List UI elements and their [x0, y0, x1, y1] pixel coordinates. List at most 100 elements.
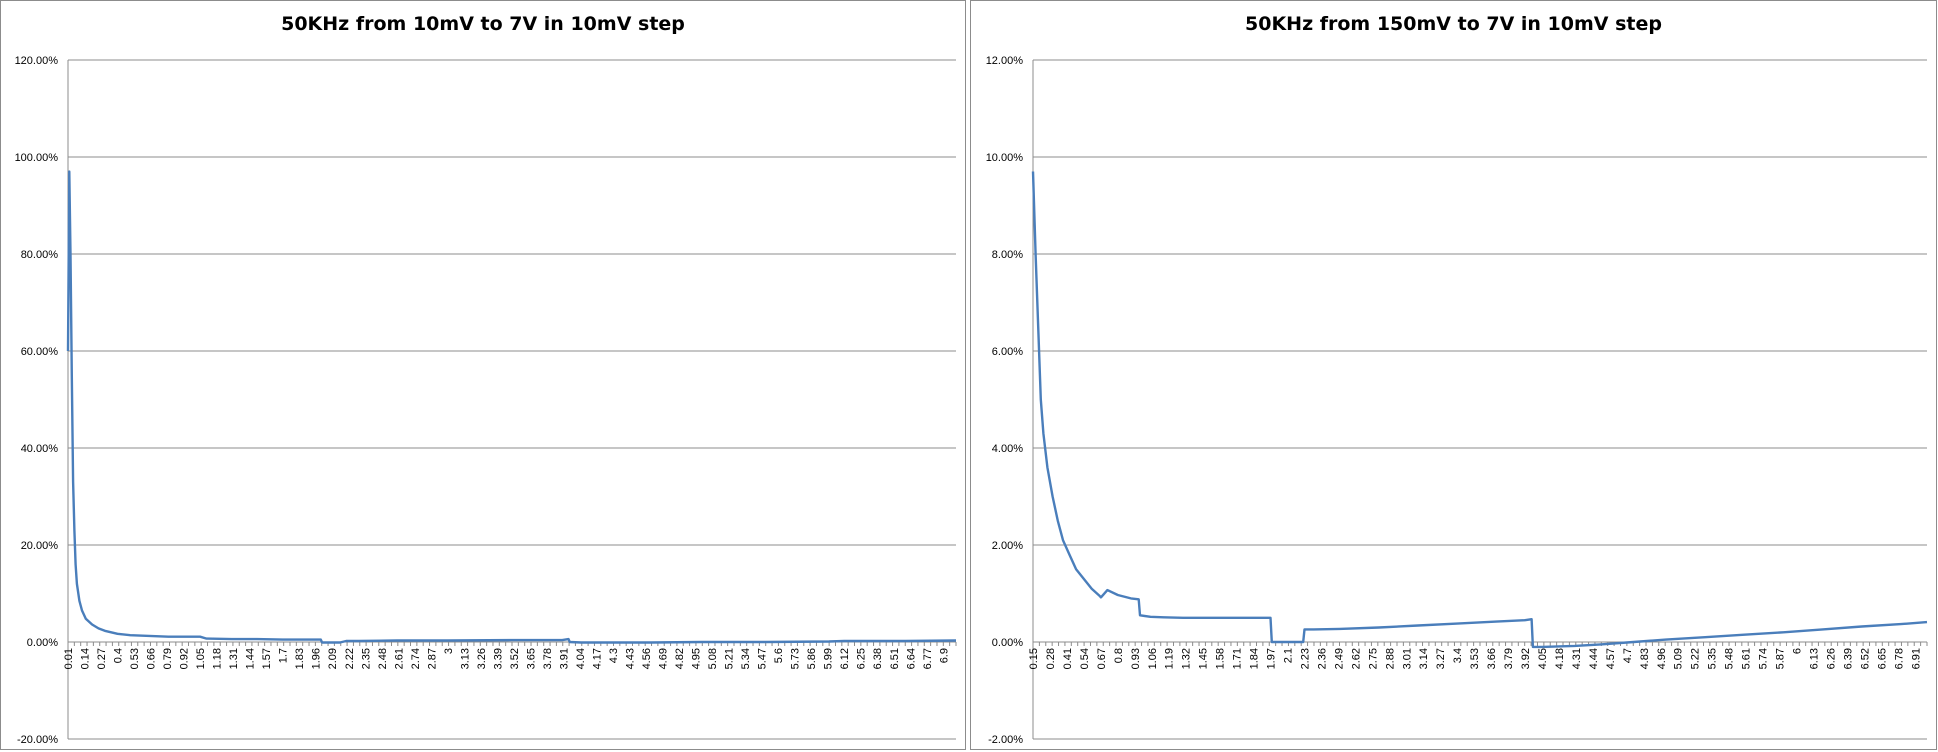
y-tick-label: 80.00%: [21, 249, 59, 261]
x-tick-label: 3.39: [492, 648, 504, 669]
y-tick-label: 100.00%: [15, 152, 59, 164]
x-tick-label: 1.32: [1181, 648, 1193, 669]
x-tick-label: 5.34: [740, 648, 752, 669]
x-tick-label: 4.82: [674, 648, 686, 669]
y-tick-label: 10.00%: [986, 152, 1024, 164]
x-tick-label: 0.66: [146, 648, 158, 669]
x-tick-label: 5.73: [790, 648, 802, 669]
x-tick-label: 4.83: [1639, 648, 1651, 669]
y-tick-label: 6.00%: [992, 346, 1023, 358]
x-tick-label: 0.14: [80, 648, 92, 669]
x-tick-label: 2.48: [377, 648, 389, 669]
x-tick-label: 2.1: [1282, 648, 1294, 663]
y-tick-label: 12.00%: [986, 55, 1024, 67]
y-tick-label: 2.00%: [992, 540, 1023, 552]
x-tick-label: 0.79: [162, 648, 174, 669]
x-tick-label: 0.67: [1096, 648, 1108, 669]
x-tick-label: 6.52: [1859, 648, 1871, 669]
x-tick-label: 2.87: [426, 648, 438, 669]
x-tick-label: 4.44: [1588, 648, 1600, 669]
x-tick-label: 6.13: [1808, 648, 1820, 669]
x-tick-label: 6.9: [938, 648, 950, 663]
y-tick-label: 4.00%: [992, 443, 1023, 455]
x-tick-label: 6.91: [1910, 648, 1922, 669]
x-tick-label: 3.66: [1486, 648, 1498, 669]
x-tick-label: 1.44: [245, 648, 257, 669]
y-tick-label: -2.00%: [988, 734, 1023, 746]
x-tick-label: 6.77: [922, 648, 934, 669]
x-tick-label: 1.58: [1215, 648, 1227, 669]
x-tick-label: 1.97: [1266, 648, 1278, 669]
chart-title: 50KHz from 10mV to 7V in 10mV step: [281, 13, 685, 35]
y-tick-label: 0.00%: [992, 637, 1023, 649]
x-tick-label: 0.01: [63, 648, 75, 669]
chart-title: 50KHz from 150mV to 7V in 10mV step: [1245, 13, 1662, 35]
x-tick-label: 1.31: [228, 648, 240, 669]
x-tick-label: 5.61: [1741, 648, 1753, 669]
x-tick-label: 4.95: [691, 648, 703, 669]
x-tick-label: 6.39: [1842, 648, 1854, 669]
x-tick-label: 5.35: [1707, 648, 1719, 669]
x-tick-label: 0.27: [96, 648, 108, 669]
x-tick-label: 5.74: [1758, 648, 1770, 669]
x-tick-label: 4.04: [575, 648, 587, 669]
x-tick-label: 0.41: [1062, 648, 1074, 669]
x-tick-label: 2.22: [344, 648, 356, 669]
x-tick-label: 3.26: [476, 648, 488, 669]
x-tick-label: 3.27: [1435, 648, 1447, 669]
x-tick-label: 2.88: [1384, 648, 1396, 669]
x-tick-label: 6.65: [1876, 648, 1888, 669]
x-tick-label: 3.4: [1452, 648, 1464, 663]
x-tick-label: 2.36: [1316, 648, 1328, 669]
x-tick-label: 4.31: [1571, 648, 1583, 669]
chart-plot-area: 12.00% 10.00% 8.00% 6.00% 4.00% 2.00% 0.00% -2.…: [986, 55, 1928, 746]
x-tick-label: 5.21: [724, 648, 736, 669]
x-tick-label: 4.69: [658, 648, 670, 669]
x-tick-label: 5.08: [707, 648, 719, 669]
x-tick-label: 2.35: [360, 648, 372, 669]
x-tick-label: 1.05: [195, 648, 207, 669]
x-tick-label: 3.01: [1401, 648, 1413, 669]
x-tick-label: 2.75: [1367, 648, 1379, 669]
x-tick-label: 0.4: [113, 648, 125, 663]
x-tick-label: 6.26: [1825, 648, 1837, 669]
x-tick-label: 1.96: [311, 648, 323, 669]
x-tick-label: 0.54: [1079, 648, 1091, 669]
y-tick-label: 8.00%: [992, 249, 1023, 261]
x-tick-label: 6.12: [839, 648, 851, 669]
x-tick-label: 1.45: [1198, 648, 1210, 669]
y-tick-label: 20.00%: [21, 540, 59, 552]
y-tick-label: 120.00%: [15, 55, 59, 67]
x-tick-label: 4.18: [1554, 648, 1566, 669]
x-tick-label: 4.7: [1622, 648, 1634, 663]
x-tick-label: 2.62: [1350, 648, 1362, 669]
x-tick-label: 1.06: [1147, 648, 1159, 669]
x-tick-label: 2.74: [410, 648, 422, 669]
x-tick-label: 4.57: [1605, 648, 1617, 669]
x-tick-label: 4.96: [1656, 648, 1668, 669]
x-tick-label: 1.19: [1164, 648, 1176, 669]
x-tick-label: 0.28: [1045, 648, 1057, 669]
series-line: [1031, 171, 1928, 649]
x-tick-label: 5.09: [1673, 648, 1685, 669]
x-tick-label: 2.61: [393, 648, 405, 669]
x-tick-label: 6.38: [872, 648, 884, 669]
x-tick-label: 1.71: [1232, 648, 1244, 669]
x-tick-label: 3.13: [459, 648, 471, 669]
x-tick-label: 3.91: [558, 648, 570, 669]
x-tick-label: 4.43: [625, 648, 637, 669]
x-tick-label: 0.92: [179, 648, 191, 669]
x-tick-label: 5.87: [1775, 648, 1787, 669]
x-tick-label: 0.15: [1028, 648, 1040, 669]
x-tick-label: 6.25: [856, 648, 868, 669]
y-tick-label: 0.00%: [27, 637, 58, 649]
x-tick-label: 5.22: [1690, 648, 1702, 669]
x-tick-label: 6.78: [1893, 648, 1905, 669]
x-tick-label: 4.3: [608, 648, 620, 663]
x-tick-label: 1.18: [212, 648, 224, 669]
x-tick-label: 4.17: [591, 648, 603, 669]
series-line: [66, 170, 957, 644]
x-tick-label: 3.92: [1520, 648, 1532, 669]
x-tick-label: 6.64: [905, 648, 917, 669]
x-tick-label: 5.47: [757, 648, 769, 669]
